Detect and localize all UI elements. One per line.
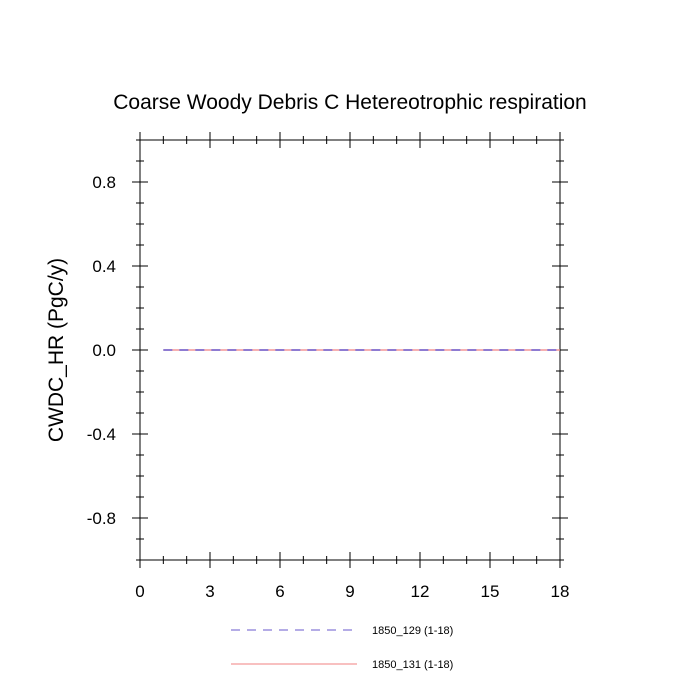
- y-tick-label: 0.4: [92, 257, 116, 276]
- chart-title: Coarse Woody Debris C Hetereotrophic res…: [113, 91, 586, 114]
- x-tick-label: 3: [205, 582, 214, 601]
- y-tick-label: -0.8: [87, 509, 116, 528]
- x-tick-label: 9: [345, 582, 354, 601]
- legend: 1850_129 (1-18) 1850_131 (1-18): [231, 625, 453, 671]
- legend-label: 1850_131 (1-18): [372, 659, 453, 671]
- x-tick-label: 12: [411, 582, 430, 601]
- y-axis-label: CWDC_HR (PgC/y): [45, 258, 68, 442]
- x-tick-label: 15: [481, 582, 500, 601]
- x-tick-label: 18: [551, 582, 570, 601]
- minor-ticks: [136, 136, 564, 564]
- legend-label: 1850_129 (1-18): [372, 625, 453, 637]
- y-tick-label: 0.0: [92, 341, 116, 360]
- x-tick-label: 6: [275, 582, 284, 601]
- y-tick-label: -0.4: [87, 425, 116, 444]
- y-tick-labels: -0.8 -0.4 0.0 0.4 0.8: [87, 173, 116, 528]
- x-tick-label: 0: [135, 582, 144, 601]
- x-tick-labels: 0 3 6 9 12 15 18: [135, 582, 569, 601]
- y-tick-label: 0.8: [92, 173, 116, 192]
